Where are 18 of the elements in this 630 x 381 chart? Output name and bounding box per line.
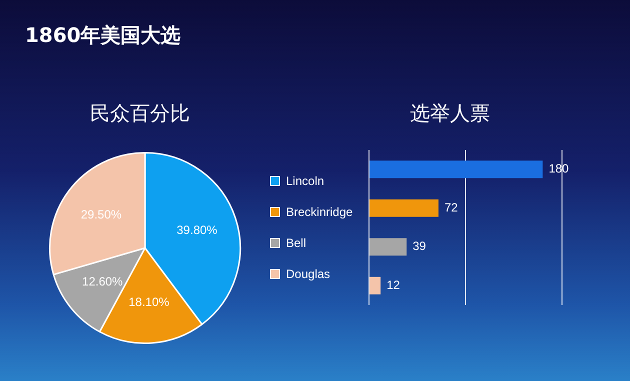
bar	[370, 276, 381, 294]
legend-label: Bell	[285, 234, 308, 252]
data-label: 39.80%	[176, 223, 218, 238]
legend-label: Douglas	[285, 266, 332, 282]
data-label: 12	[386, 278, 400, 292]
bar	[370, 199, 438, 217]
chart-subtitle: 民众百分比	[89, 100, 191, 127]
data-label: 18.10%	[128, 294, 170, 309]
chart-title: 选举人票	[409, 100, 491, 127]
data-label: 29.50%	[80, 207, 122, 222]
data-label: 39	[412, 239, 426, 254]
legend-label: Lincoln	[285, 172, 326, 190]
bar	[370, 160, 543, 178]
legend-label: Breckinridge	[285, 204, 353, 220]
bar	[370, 238, 407, 256]
data-label: 72	[444, 200, 458, 214]
chart-title: 1860年美国大选	[25, 22, 181, 49]
data-label: 12.60%	[82, 274, 124, 289]
